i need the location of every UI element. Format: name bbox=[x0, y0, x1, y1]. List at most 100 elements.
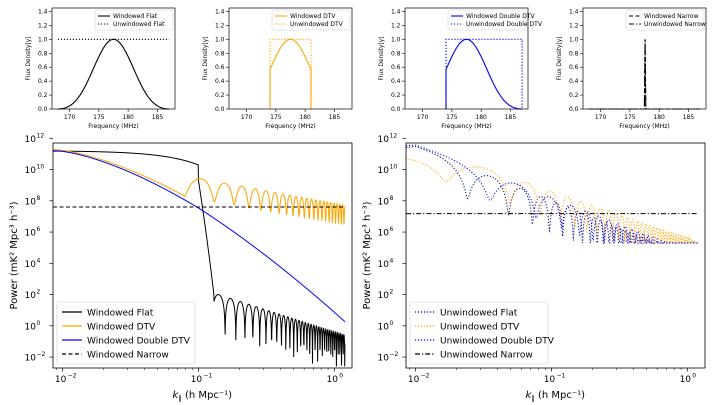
x-tick-label: 175 bbox=[446, 114, 458, 121]
legend-entry: Unwindowed DTV bbox=[440, 322, 520, 332]
x-tick-base: 10 bbox=[408, 375, 420, 385]
y-tick-label: 0.6 bbox=[569, 64, 579, 71]
series-line-windowed-flat bbox=[53, 150, 346, 367]
x-axis-label-symbol: k bbox=[173, 390, 180, 401]
x-tick-label: 185 bbox=[683, 114, 695, 121]
y-tick-label: 1.4 bbox=[215, 8, 225, 15]
y-tick-label: 1.0 bbox=[215, 36, 225, 43]
x-tick-label: 180 bbox=[299, 114, 311, 121]
series-line-windowed-double-dtv bbox=[445, 38, 523, 110]
y-tick-exponent: 12 bbox=[390, 132, 398, 139]
y-tick-base: 10 bbox=[378, 260, 390, 270]
y-tick-exponent: 4 bbox=[37, 257, 41, 264]
legend-frame bbox=[409, 301, 549, 365]
x-tick-base: 10 bbox=[191, 375, 203, 385]
y-tick-base: 10 bbox=[25, 229, 37, 239]
spectrum-panel-small-flat: 170 175 180 185 0.0 0.2 0.4 0.6 0.8 1.0 1.2 1.4 Freq… bbox=[26, 7, 176, 130]
x-tick-exponent: 0 bbox=[339, 373, 343, 380]
legend-frame bbox=[625, 9, 705, 31]
x-tick-base: 10 bbox=[680, 375, 692, 385]
legend-entry: Windowed Flat bbox=[87, 308, 154, 318]
x-axis-label-units: (h Mpc⁻¹) bbox=[535, 390, 585, 401]
legend-entry: Unwindowed Double DTV bbox=[440, 336, 555, 346]
y-tick-label: 0.4 bbox=[38, 78, 48, 85]
x-tick-label: 185 bbox=[505, 114, 517, 121]
legend-entry: Unwindowed Flat bbox=[113, 21, 165, 28]
y-tick-label: 0.2 bbox=[215, 92, 225, 99]
y-tick-label: 1.4 bbox=[391, 8, 401, 15]
y-tick-exponent: 0 bbox=[390, 320, 394, 327]
y-tick-label: 1.0 bbox=[391, 36, 401, 43]
legend-entry: Unwindowed DTV bbox=[290, 21, 344, 28]
y-tick-label: 1.4 bbox=[569, 8, 579, 15]
y-tick-base: 10 bbox=[378, 166, 390, 176]
x-axis-label-units: (h Mpc⁻¹) bbox=[182, 390, 232, 401]
plot-frame bbox=[405, 142, 706, 369]
plot-frame bbox=[228, 7, 353, 110]
legend-entry: Unwindowed Double DTV bbox=[466, 21, 543, 28]
y-axis-label: Flux Density[y] bbox=[557, 37, 563, 81]
y-tick-exponent: 4 bbox=[390, 257, 394, 264]
y-tick-exponent: 10 bbox=[390, 164, 398, 171]
series-group bbox=[53, 149, 346, 367]
y-tick-base: 10 bbox=[378, 229, 390, 239]
plot-frame bbox=[51, 7, 176, 110]
legend-entry: Unwindowed Narrow bbox=[644, 21, 706, 28]
y-tick-label: 0.8 bbox=[391, 50, 401, 57]
y-tick-exponent: 8 bbox=[390, 195, 394, 202]
y-tick-label: 0.2 bbox=[569, 92, 579, 99]
y-tick-label: 1.0 bbox=[569, 36, 579, 43]
legend-entry: Windowed DTV bbox=[87, 322, 156, 332]
legend-entry: Windowed DTV bbox=[290, 13, 336, 20]
y-tick-label: 0.0 bbox=[215, 106, 225, 113]
series-line-windowed-dtv bbox=[269, 38, 312, 109]
y-axis-label: Flux Density[y] bbox=[379, 37, 385, 81]
x-axis-label-subscript: ∥ bbox=[178, 395, 182, 403]
legend-entry: Windowed Double DTV bbox=[466, 13, 536, 20]
x-tick-label: 175 bbox=[624, 114, 636, 121]
series-line-unwindowed-dtv bbox=[406, 158, 699, 245]
spectrum-panel-small-dtv: 170 175 180 185 0.0 0.2 0.4 0.6 0.8 1.0 1.2 1.4 Freq… bbox=[203, 7, 353, 130]
series-line-unwindowed-flat bbox=[406, 146, 698, 244]
x-axis-label: k∥ (h Mpc⁻¹) bbox=[173, 390, 233, 403]
y-tick-base: 10 bbox=[25, 260, 37, 270]
x-axis-label-symbol: k bbox=[526, 390, 533, 401]
series-line-unwindowed-double-dtv bbox=[406, 144, 698, 244]
y-tick-exponent: 0 bbox=[37, 320, 41, 327]
y-tick-base: 10 bbox=[378, 135, 390, 145]
x-tick-exponent: −2 bbox=[68, 373, 77, 380]
y-tick-label: 0.4 bbox=[391, 78, 401, 85]
y-tick-base: 10 bbox=[378, 322, 390, 332]
x-axis-label: Frequency (MHz) bbox=[619, 123, 669, 130]
y-tick-exponent: 12 bbox=[37, 132, 45, 139]
series-group bbox=[406, 144, 699, 245]
y-tick-label: 0.8 bbox=[569, 50, 579, 57]
y-tick-label: 1.4 bbox=[38, 8, 48, 15]
y-tick-exponent: 6 bbox=[390, 226, 394, 233]
series-line-unwindowed-dtv bbox=[269, 38, 312, 109]
y-tick-exponent: −2 bbox=[390, 351, 399, 358]
spectrum-panel-small-double: 170 175 180 185 0.0 0.2 0.4 0.6 0.8 1.0 1.2 1.4 Freq… bbox=[379, 7, 543, 130]
y-tick-label: 0.8 bbox=[215, 50, 225, 57]
y-tick-exponent: 2 bbox=[390, 289, 394, 296]
spectrum-panel-small-narrow: 170 175 180 185 0.0 0.2 0.4 0.6 0.8 1.0 1.2 1.4 Freq… bbox=[557, 7, 707, 130]
x-tick-exponent: −1 bbox=[203, 373, 212, 380]
x-tick-label: 185 bbox=[152, 114, 164, 121]
y-tick-label: 1.2 bbox=[391, 22, 401, 29]
legend-frame bbox=[271, 9, 351, 31]
x-axis-label: k∥ (h Mpc⁻¹) bbox=[526, 390, 586, 403]
y-tick-base: 10 bbox=[25, 197, 37, 207]
x-tick-label: 170 bbox=[595, 114, 607, 121]
series-line-windowed-flat bbox=[57, 38, 170, 110]
plot-frame bbox=[582, 7, 707, 110]
x-axis-label-subscript: ∥ bbox=[531, 395, 535, 403]
x-tick-base: 10 bbox=[544, 375, 556, 385]
x-tick-label: 175 bbox=[270, 114, 282, 121]
x-tick-label: 170 bbox=[241, 114, 253, 121]
y-tick-exponent: 8 bbox=[37, 195, 41, 202]
